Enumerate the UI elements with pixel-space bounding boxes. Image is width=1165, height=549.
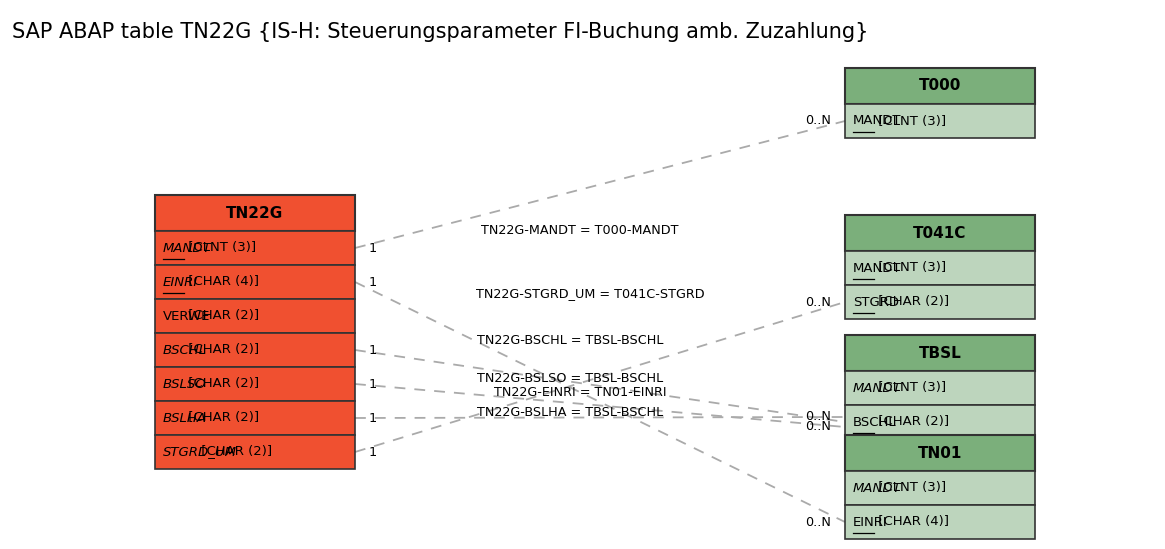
- Text: 1: 1: [369, 242, 377, 255]
- Text: [CHAR (2)]: [CHAR (2)]: [184, 378, 260, 390]
- Text: TN22G-BSLHA = TBSL-BSCHL: TN22G-BSLHA = TBSL-BSCHL: [476, 406, 663, 418]
- Text: [CHAR (4)]: [CHAR (4)]: [184, 276, 259, 289]
- Text: [CLNT (3)]: [CLNT (3)]: [874, 115, 946, 127]
- Text: 0..N: 0..N: [805, 295, 831, 309]
- Text: T000: T000: [919, 79, 961, 93]
- Text: BSLHA: BSLHA: [163, 412, 207, 424]
- Text: STGRD_UM [CHAR (2)]: STGRD_UM [CHAR (2)]: [163, 445, 312, 458]
- Text: BSCHL: BSCHL: [853, 416, 897, 429]
- Bar: [845, 435, 1035, 471]
- Text: [CLNT (3)]: [CLNT (3)]: [874, 261, 946, 274]
- Text: 0..N: 0..N: [805, 411, 831, 423]
- Bar: [155, 401, 355, 435]
- Text: BSCHL [CHAR (2)]: BSCHL [CHAR (2)]: [163, 344, 282, 356]
- Bar: [155, 195, 355, 231]
- Bar: [155, 299, 355, 333]
- Text: [CHAR (2)]: [CHAR (2)]: [184, 344, 260, 356]
- Text: TN22G-BSLSO = TBSL-BSCHL: TN22G-BSLSO = TBSL-BSCHL: [476, 372, 663, 384]
- Text: BSCHL [CHAR (2)]: BSCHL [CHAR (2)]: [163, 344, 282, 356]
- Text: 1: 1: [369, 344, 377, 356]
- Text: BSLSO [CHAR (2)]: BSLSO [CHAR (2)]: [163, 378, 282, 390]
- Text: BSCHL: BSCHL: [163, 344, 207, 356]
- Text: [CHAR (2)]: [CHAR (2)]: [197, 445, 273, 458]
- Text: MANDT [CLNT (3)]: MANDT [CLNT (3)]: [853, 115, 974, 127]
- Text: STGRD [CHAR (2)]: STGRD [CHAR (2)]: [853, 295, 974, 309]
- Text: VERWE [CHAR (2)]: VERWE [CHAR (2)]: [163, 310, 285, 322]
- Text: TN22G-BSCHL = TBSL-BSCHL: TN22G-BSCHL = TBSL-BSCHL: [476, 333, 663, 346]
- Text: [CLNT (3)]: [CLNT (3)]: [874, 382, 946, 395]
- Text: [CHAR (2)]: [CHAR (2)]: [874, 416, 949, 429]
- Text: [CHAR (2)]: [CHAR (2)]: [874, 295, 949, 309]
- Text: MANDT [CLNT (3)]: MANDT [CLNT (3)]: [853, 481, 974, 495]
- Text: MANDT: MANDT: [163, 242, 212, 255]
- Text: EINRI: EINRI: [853, 516, 888, 529]
- Text: TBSL: TBSL: [919, 345, 961, 361]
- Bar: [845, 104, 1035, 138]
- Text: MANDT: MANDT: [853, 481, 902, 495]
- Text: MANDT [CLNT (3)]: MANDT [CLNT (3)]: [163, 242, 283, 255]
- Text: T041C: T041C: [913, 226, 967, 240]
- Bar: [845, 251, 1035, 285]
- Bar: [845, 285, 1035, 319]
- Text: EINRI [CHAR (4)]: EINRI [CHAR (4)]: [163, 276, 273, 289]
- Text: 1: 1: [369, 445, 377, 458]
- Text: MANDT [CLNT (3)]: MANDT [CLNT (3)]: [853, 261, 974, 274]
- Text: TN22G: TN22G: [226, 205, 283, 221]
- Bar: [845, 471, 1035, 505]
- Text: TN01: TN01: [918, 445, 962, 461]
- Text: MANDT [CLNT (3)]: MANDT [CLNT (3)]: [853, 481, 974, 495]
- Text: SAP ABAP table TN22G {IS-H: Steuerungsparameter FI-Buchung amb. Zuzahlung}: SAP ABAP table TN22G {IS-H: Steuerungspa…: [12, 22, 868, 42]
- Text: EINRI [CHAR (4)]: EINRI [CHAR (4)]: [853, 516, 962, 529]
- Text: MANDT [CLNT (3)]: MANDT [CLNT (3)]: [853, 115, 974, 127]
- Text: EINRI [CHAR (4)]: EINRI [CHAR (4)]: [163, 276, 273, 289]
- Text: STGRD [CHAR (2)]: STGRD [CHAR (2)]: [853, 295, 974, 309]
- Bar: [845, 68, 1035, 104]
- Text: VERWE: VERWE: [163, 310, 211, 322]
- Text: [CLNT (3)]: [CLNT (3)]: [874, 481, 946, 495]
- Text: 0..N: 0..N: [805, 421, 831, 434]
- Text: STGRD_UM: STGRD_UM: [163, 445, 236, 458]
- Text: BSCHL [CHAR (2)]: BSCHL [CHAR (2)]: [853, 416, 972, 429]
- Text: BSLHA [CHAR (2)]: BSLHA [CHAR (2)]: [163, 412, 282, 424]
- Text: 0..N: 0..N: [805, 516, 831, 529]
- Text: TN22G-EINRI = TN01-EINRI: TN22G-EINRI = TN01-EINRI: [494, 385, 666, 399]
- Text: TN22G-STGRD_UM = T041C-STGRD: TN22G-STGRD_UM = T041C-STGRD: [475, 288, 705, 300]
- Text: MANDT: MANDT: [853, 261, 902, 274]
- Bar: [155, 367, 355, 401]
- Bar: [155, 265, 355, 299]
- Text: 0..N: 0..N: [805, 115, 831, 127]
- Text: 1: 1: [369, 378, 377, 390]
- Text: TN22G-MANDT = T000-MANDT: TN22G-MANDT = T000-MANDT: [481, 223, 679, 237]
- Text: MANDT [CLNT (3)]: MANDT [CLNT (3)]: [163, 242, 283, 255]
- Bar: [155, 333, 355, 367]
- Text: MANDT [CLNT (3)]: MANDT [CLNT (3)]: [853, 261, 974, 274]
- Text: STGRD_UM [CHAR (2)]: STGRD_UM [CHAR (2)]: [163, 445, 312, 458]
- Text: [CHAR (2)]: [CHAR (2)]: [184, 310, 260, 322]
- Bar: [845, 505, 1035, 539]
- Bar: [845, 371, 1035, 405]
- Text: [CHAR (4)]: [CHAR (4)]: [874, 516, 949, 529]
- Text: [CHAR (2)]: [CHAR (2)]: [184, 412, 260, 424]
- Bar: [845, 405, 1035, 439]
- Text: BSLSO: BSLSO: [163, 378, 206, 390]
- Text: EINRI [CHAR (4)]: EINRI [CHAR (4)]: [853, 516, 962, 529]
- Text: BSLHA [CHAR (2)]: BSLHA [CHAR (2)]: [163, 412, 282, 424]
- Bar: [845, 335, 1035, 371]
- Text: VERWE [CHAR (2)]: VERWE [CHAR (2)]: [163, 310, 285, 322]
- Text: BSLSO [CHAR (2)]: BSLSO [CHAR (2)]: [163, 378, 282, 390]
- Text: MANDT [CLNT (3)]: MANDT [CLNT (3)]: [853, 382, 974, 395]
- Bar: [155, 231, 355, 265]
- Text: [CLNT (3)]: [CLNT (3)]: [184, 242, 256, 255]
- Text: MANDT: MANDT: [853, 382, 902, 395]
- Text: MANDT: MANDT: [853, 115, 902, 127]
- Text: 1: 1: [369, 412, 377, 424]
- Text: MANDT [CLNT (3)]: MANDT [CLNT (3)]: [853, 382, 974, 395]
- Bar: [155, 435, 355, 469]
- Text: STGRD: STGRD: [853, 295, 899, 309]
- Text: 1: 1: [369, 276, 377, 289]
- Bar: [845, 215, 1035, 251]
- Text: BSCHL [CHAR (2)]: BSCHL [CHAR (2)]: [853, 416, 972, 429]
- Text: EINRI: EINRI: [163, 276, 198, 289]
